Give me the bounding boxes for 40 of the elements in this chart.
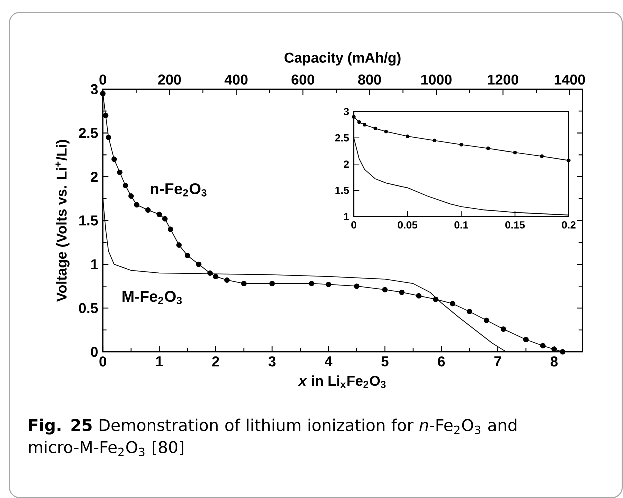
x-tick-label: 4: [325, 356, 333, 366]
x-tick-label: 6: [438, 356, 446, 367]
y-tick-label: 1.5: [336, 186, 350, 194]
y-tick-label: 2: [91, 172, 98, 182]
y-axis-title: Voltage (Volts vs. Li$^{+}$/Li): [56, 140, 70, 302]
text: Fig. 25 Demonstration of lithium ionization for n-Fe$_{2}$O$_{3}$ and micro-M-Fe$_{2}$O$_{3}$ [80]: [29, 418, 517, 456]
legend-label: M-Fe$_{2}$O$_{3}$: [122, 290, 182, 304]
series-label: n-Fe$_{2}$O$_{3}$: [151, 183, 207, 197]
x-tick-label: 0.1: [454, 221, 468, 229]
y-tick-label: 2.5: [335, 134, 350, 142]
y-tick-label: 3: [90, 84, 98, 94]
x2-tick-label: 1400: [554, 74, 586, 85]
x2-tick-label: 1000: [422, 74, 452, 85]
x-tick-label: 1: [156, 356, 164, 366]
x-axis-title: x in Li$_{x}$Fe$_{2}$O$_{3}$: [298, 375, 386, 388]
y-tick-label: 0: [91, 346, 98, 357]
x2-tick-label: 1200: [488, 74, 519, 85]
x-tick-label: 0.05: [398, 221, 418, 229]
x-tick-label: 3: [268, 356, 276, 367]
x-tick-label: 0: [352, 221, 356, 229]
x2-tick-label: 600: [292, 74, 314, 85]
x-tick-label: 7: [494, 356, 502, 366]
x-tick-label: 0.15: [506, 221, 526, 229]
x-tick-label: 0.2: [562, 221, 576, 229]
x2-tick-label: 200: [158, 74, 182, 85]
y-tick-label: 1.5: [80, 216, 98, 226]
x-tick-label: 8: [550, 356, 558, 367]
y-tick-label: 2: [344, 160, 350, 168]
x2-axis-title: Capacity (mAh/g): [284, 52, 401, 66]
x-tick-label: 0: [100, 356, 106, 367]
y-tick-label: 0.5: [79, 303, 98, 314]
y-tick-label: 1: [344, 213, 350, 220]
y-tick-label: 3: [344, 108, 350, 116]
x-tick-label: 5: [382, 356, 389, 366]
y-tick-label: 1: [91, 259, 98, 270]
x-tick-label: 2: [212, 356, 220, 366]
x2-tick-label: 0: [100, 74, 106, 85]
x2-tick-label: 800: [358, 74, 382, 85]
x2-tick-label: 400: [224, 74, 248, 85]
y-tick-label: 2.5: [79, 128, 98, 138]
